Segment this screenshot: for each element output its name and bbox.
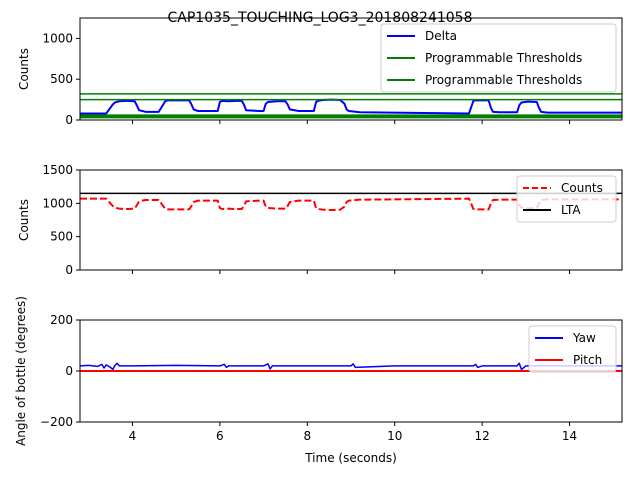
legend-entry: LTA (561, 203, 581, 217)
legend-2: Counts LTA (516, 175, 617, 223)
x-tick-label: 8 (303, 429, 311, 443)
y-axis-label: Angle of bottle (degrees) (14, 296, 28, 446)
panel-3: −200 0 200 4 6 8 10 12 14 Angle of bottle (degree… (14, 296, 623, 465)
panel-1: 0 500 1000 Counts Delta Programmable Threshol… (17, 17, 623, 127)
x-tick-label: 12 (474, 429, 489, 443)
y-tick-label: 200 (50, 313, 73, 327)
y-tick-label: 1500 (42, 163, 73, 177)
plot-frame-2 (79, 169, 623, 271)
x-tick-label: 10 (387, 429, 402, 443)
y-tick-label: 500 (50, 230, 73, 244)
x-tick-label: 4 (129, 429, 137, 443)
y-tick-label: 1000 (42, 196, 73, 210)
plot-frame-1 (79, 17, 623, 121)
y-tick-label: 0 (65, 113, 73, 127)
x-tick-label: 6 (216, 429, 224, 443)
y-tick-label: 1000 (42, 31, 73, 45)
legend-entry: Pitch (573, 353, 602, 367)
legend-entry: Programmable Thresholds (425, 73, 582, 87)
legend-1: Delta Programmable Thresholds Programmable… (380, 23, 617, 93)
y-tick-label: 0 (65, 263, 73, 277)
legend-entry: Yaw (572, 331, 596, 345)
legend-entry: Counts (561, 181, 603, 195)
y-tick-label: −200 (40, 415, 73, 429)
legend-3: Yaw Pitch (528, 325, 617, 373)
legend-entry: Delta (425, 29, 457, 43)
panel-2: 0 500 1000 1500 Counts Counts LTA (17, 163, 623, 277)
y-tick-label: 500 (50, 72, 73, 86)
series-line-2-1 (80, 197, 622, 211)
y-axis-label: Counts (17, 199, 31, 241)
legend-entry: Programmable Thresholds (425, 51, 582, 65)
legend-box (380, 23, 617, 93)
x-tick-label: 14 (562, 429, 577, 443)
y-axis-label: Counts (17, 48, 31, 90)
series-line-3-1 (80, 362, 622, 371)
y-tick-label: 0 (65, 364, 73, 378)
series-line-1-1 (80, 98, 622, 115)
x-axis-label: Time (seconds) (304, 451, 397, 465)
